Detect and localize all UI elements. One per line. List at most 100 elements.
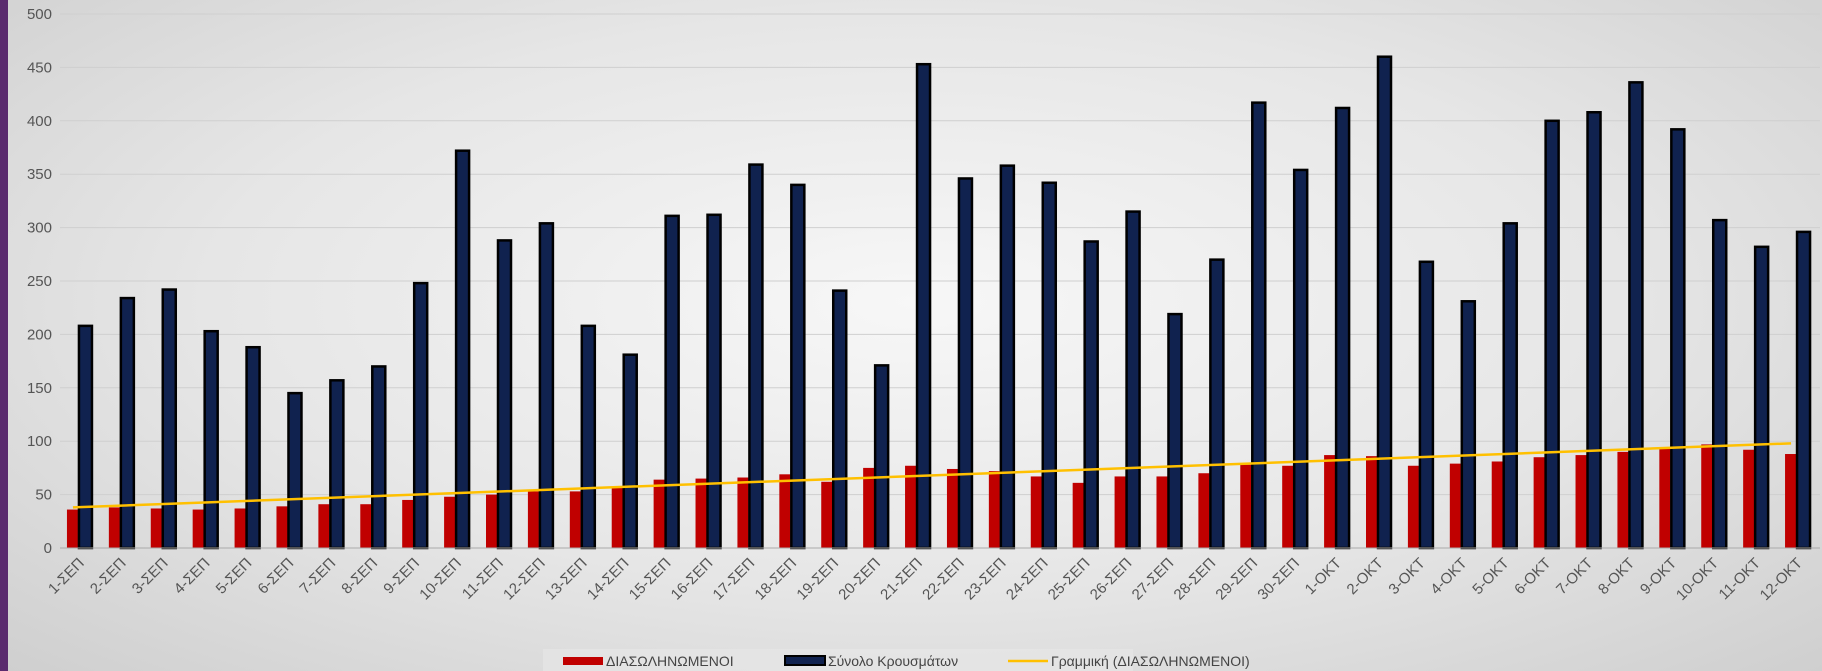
bar-synolo-krousmaton-25-ΣΕΠ	[1083, 240, 1099, 550]
bar-diasolinomenoi-20-ΣΕΠ	[863, 467, 875, 548]
bar-diasolinomenoi-9-ΣΕΠ	[402, 499, 414, 548]
bar-diasolinomenoi-18-ΣΕΠ	[779, 474, 791, 548]
x-tick-label: 24-ΣΕΠ	[1003, 555, 1052, 604]
bar-diasolinomenoi-5-ΟΚΤ	[1491, 461, 1503, 548]
bar-diasolinomenoi-2-ΟΚΤ	[1366, 456, 1377, 548]
x-tick-label: 7-ΣΕΠ	[296, 555, 339, 598]
bar-diasolinomenoi-6-ΣΕΠ	[276, 506, 288, 548]
legend-swatch-synolo-krousmaton	[784, 655, 826, 666]
bar-diasolinomenoi-27-ΣΕΠ	[1156, 476, 1168, 548]
y-tick-label: 100	[27, 433, 52, 450]
bar-synolo-krousmaton-15-ΣΕΠ	[664, 214, 680, 550]
x-tick-label: 5-ΣΕΠ	[213, 555, 256, 598]
x-tick-label: 20-ΣΕΠ	[835, 555, 884, 604]
y-tick-label: 150	[27, 380, 52, 397]
x-tick-label: 1-ΣΕΠ	[45, 555, 88, 598]
x-tick-label: 12-ΟΚΤ	[1757, 555, 1806, 604]
bar-diasolinomenoi-13-ΣΕΠ	[569, 491, 581, 548]
bar-synolo-krousmaton-11-ΟΚΤ	[1753, 245, 1770, 550]
bar-synolo-krousmaton-22-ΣΕΠ	[957, 177, 974, 550]
bar-synolo-krousmaton-13-ΣΕΠ	[580, 324, 597, 550]
bar-diasolinomenoi-21-ΣΕΠ	[905, 465, 917, 548]
bar-diasolinomenoi-4-ΣΕΠ	[192, 509, 204, 548]
x-tick-label: 30-ΣΕΠ	[1254, 555, 1303, 604]
x-tick-label: 5-ΟΚΤ	[1469, 555, 1512, 598]
x-tick-label: 8-ΣΕΠ	[338, 555, 381, 598]
bars	[66, 55, 1812, 550]
chart-svg: 0 50 100 150 200 250 300 350 400 450 500 1-ΣΕΠ 2-ΣΕΠ…	[27, 6, 1820, 671]
bar-synolo-krousmaton-7-ΣΕΠ	[329, 379, 345, 550]
bar-synolo-krousmaton-29-ΣΕΠ	[1251, 101, 1267, 550]
legend: ΔΙΑΣΩΛΗΝΩΜΕΝΟΙ Σύνολο Κρουσμάτων Γραμμική …	[543, 649, 1250, 671]
bar-synolo-krousmaton-3-ΟΚΤ	[1418, 260, 1435, 550]
x-tick-label: 3-ΟΚΤ	[1385, 555, 1428, 598]
trendline	[72, 442, 1792, 509]
bar-synolo-krousmaton-28-ΣΕΠ	[1209, 258, 1225, 550]
legend-swatch-diasolinomenoi	[563, 657, 603, 665]
x-tick-label: 1-ΟΚΤ	[1302, 555, 1345, 598]
bar-diasolinomenoi-2-ΣΕΠ	[108, 507, 120, 548]
x-tick-label: 25-ΣΕΠ	[1045, 555, 1094, 604]
bar-synolo-krousmaton-30-ΣΕΠ	[1292, 168, 1309, 550]
bar-diasolinomenoi-8-ΟΚΤ	[1617, 451, 1629, 548]
bar-diasolinomenoi-6-ΟΚΤ	[1533, 457, 1545, 548]
bar-synolo-krousmaton-14-ΣΕΠ	[622, 353, 638, 550]
bar-synolo-krousmaton-8-ΣΕΠ	[371, 365, 387, 550]
x-tick-label: 15-ΣΕΠ	[626, 555, 675, 604]
x-tick-label: 6-ΟΚΤ	[1511, 555, 1554, 598]
bar-diasolinomenoi-15-ΣΕΠ	[653, 479, 665, 548]
bar-diasolinomenoi-12-ΣΕΠ	[527, 491, 539, 548]
x-tick-label: 17-ΣΕΠ	[710, 555, 759, 604]
bar-synolo-krousmaton-10-ΟΚΤ	[1711, 218, 1728, 550]
bar-synolo-krousmaton-4-ΟΚΤ	[1460, 300, 1477, 550]
bar-diasolinomenoi-3-ΟΚΤ	[1407, 465, 1419, 548]
y-tick-label: 350	[27, 166, 52, 183]
bar-synolo-krousmaton-3-ΣΕΠ	[161, 288, 178, 550]
x-tick-label: 13-ΣΕΠ	[542, 555, 591, 604]
bar-synolo-krousmaton-20-ΣΕΠ	[873, 364, 890, 550]
bar-synolo-krousmaton-5-ΟΚΤ	[1502, 222, 1518, 550]
bar-synolo-krousmaton-12-ΣΕΠ	[538, 222, 555, 550]
bar-diasolinomenoi-9-ΟΚΤ	[1659, 447, 1671, 548]
x-tick-label: 23-ΣΕΠ	[961, 555, 1010, 604]
bar-diasolinomenoi-26-ΣΕΠ	[1114, 476, 1126, 548]
bar-diasolinomenoi-17-ΣΕΠ	[737, 477, 749, 548]
x-tick-label: 14-ΣΕΠ	[584, 555, 633, 604]
bar-synolo-krousmaton-24-ΣΕΠ	[1041, 181, 1058, 550]
bar-diasolinomenoi-28-ΣΕΠ	[1198, 473, 1210, 548]
bar-synolo-krousmaton-2-ΟΚΤ	[1376, 55, 1393, 550]
bar-diasolinomenoi-16-ΣΕΠ	[695, 478, 707, 548]
bar-synolo-krousmaton-16-ΣΕΠ	[706, 213, 722, 550]
y-tick-label: 400	[27, 113, 52, 130]
y-tick-label: 0	[44, 540, 52, 557]
bar-diasolinomenoi-14-ΣΕΠ	[611, 487, 623, 548]
bar-diasolinomenoi-1-ΟΚΤ	[1324, 455, 1336, 548]
bar-synolo-krousmaton-10-ΣΕΠ	[454, 149, 471, 550]
x-tick-label: 10-ΣΕΠ	[416, 555, 465, 604]
bar-diasolinomenoi-5-ΣΕΠ	[234, 508, 246, 548]
trendline-grammiki	[72, 442, 1792, 509]
x-tick-label: 8-ΟΚΤ	[1595, 555, 1638, 598]
bar-synolo-krousmaton-9-ΟΚΤ	[1670, 128, 1686, 550]
y-tick-label: 500	[27, 6, 52, 23]
bar-diasolinomenoi-1-ΣΕΠ	[66, 509, 78, 548]
x-tick-label: 27-ΣΕΠ	[1129, 555, 1178, 604]
bar-synolo-krousmaton-23-ΣΕΠ	[999, 164, 1016, 550]
bar-diasolinomenoi-23-ΣΕΠ	[988, 471, 1000, 548]
x-tick-label: 29-ΣΕΠ	[1212, 555, 1261, 604]
bar-synolo-krousmaton-9-ΣΕΠ	[412, 281, 429, 550]
x-tick-label: 19-ΣΕΠ	[793, 555, 842, 604]
x-tick-label: 2-ΟΚΤ	[1344, 555, 1387, 598]
y-tick-label: 300	[27, 220, 52, 237]
bar-synolo-krousmaton-6-ΟΚΤ	[1544, 119, 1560, 550]
x-tick-label: 2-ΣΕΠ	[87, 555, 130, 598]
legend-label: Γραμμική (ΔΙΑΣΩΛΗΝΩΜΕΝΟΙ)	[1051, 653, 1250, 669]
x-tick-label: 28-ΣΕΠ	[1171, 555, 1220, 604]
bar-synolo-krousmaton-26-ΣΕΠ	[1125, 210, 1141, 550]
gridlines	[60, 13, 1820, 496]
bar-synolo-krousmaton-6-ΣΕΠ	[287, 391, 303, 550]
bar-diasolinomenoi-8-ΣΕΠ	[360, 504, 372, 548]
bar-diasolinomenoi-29-ΣΕΠ	[1240, 464, 1252, 548]
chart-frame: 0 50 100 150 200 250 300 350 400 450 500 1-ΣΕΠ 2-ΣΕΠ…	[8, 0, 1822, 671]
bar-synolo-krousmaton-19-ΣΕΠ	[831, 289, 848, 550]
